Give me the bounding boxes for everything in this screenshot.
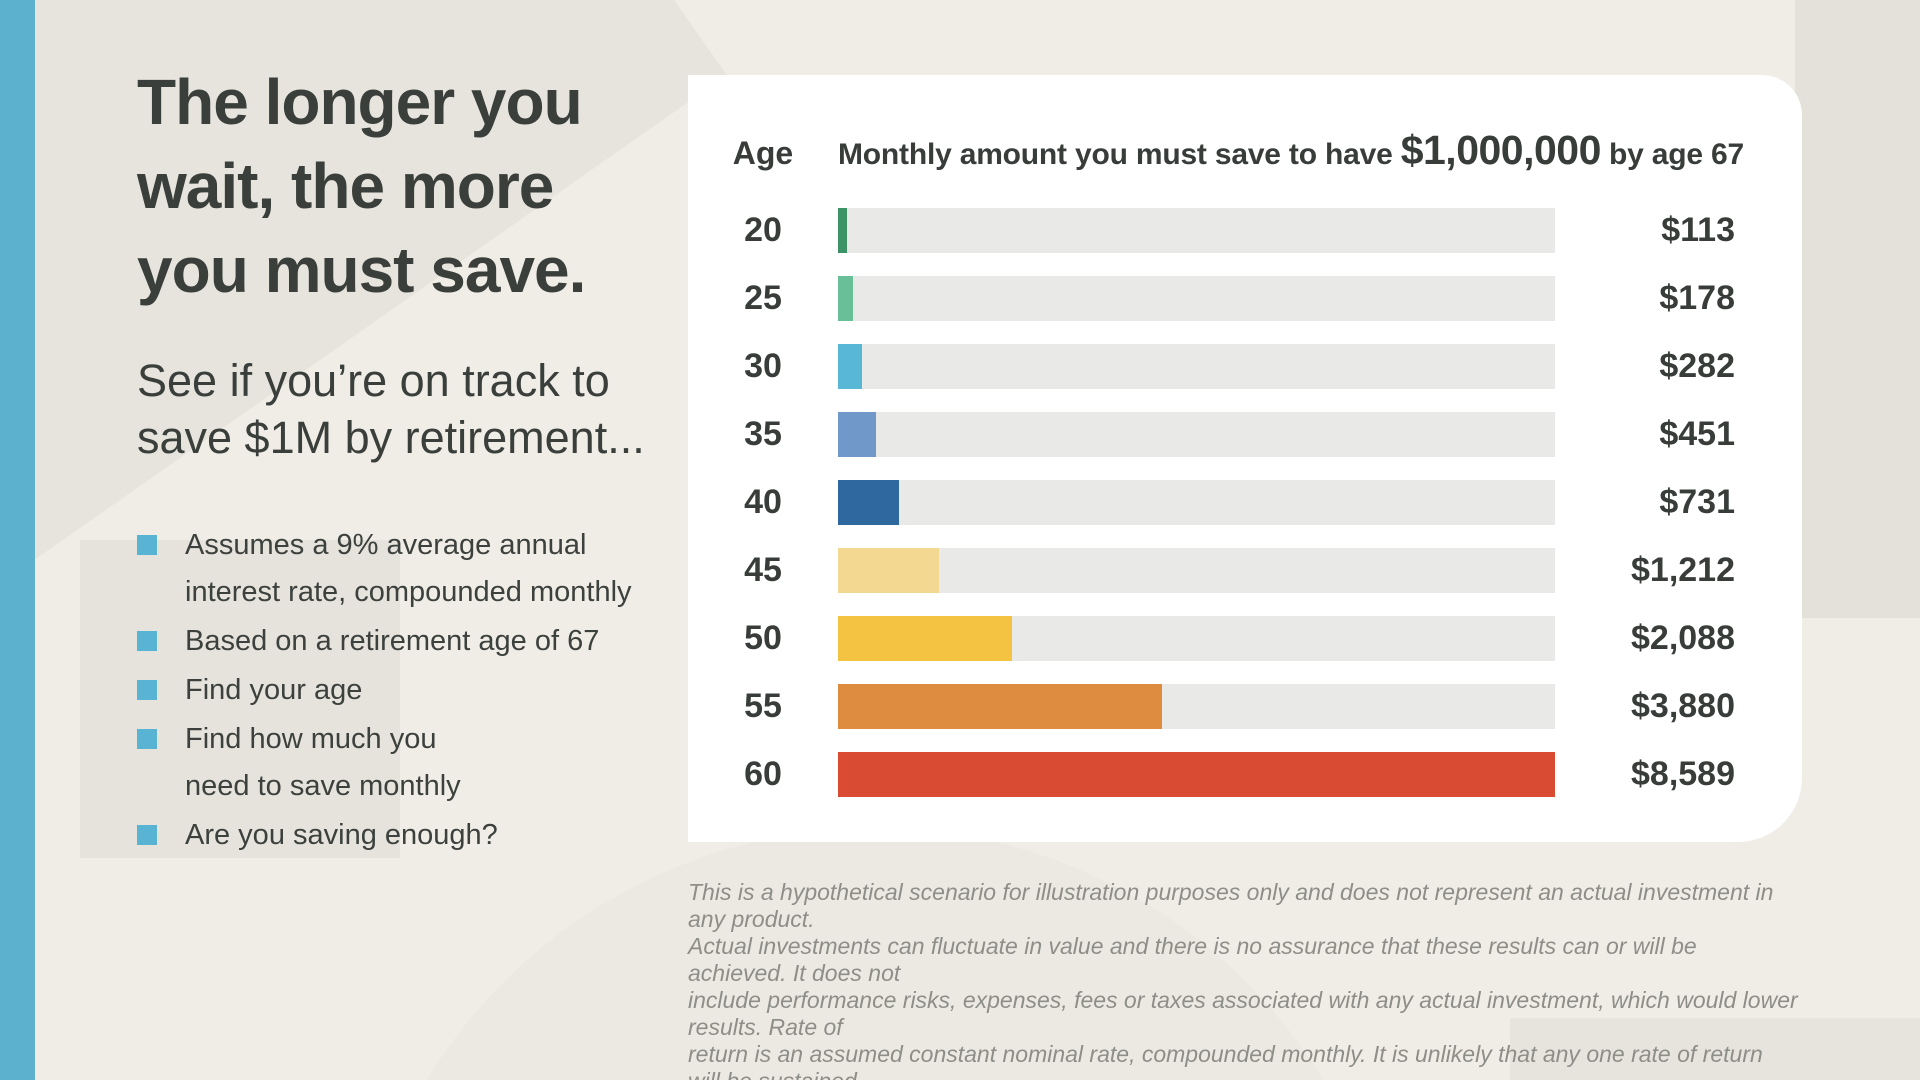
page-title-line-1: The longer you xyxy=(137,66,583,138)
bar-fill xyxy=(838,412,876,457)
bar-fill xyxy=(838,684,1162,729)
disclaimer-text: This is a hypothetical scenario for illu… xyxy=(688,879,1798,1080)
page-subtitle: See if you’re on track to save $1M by re… xyxy=(137,352,677,466)
bullet-text: Based on a retirement age of 67 xyxy=(185,625,600,657)
age-label: 60 xyxy=(744,755,782,793)
bar-track xyxy=(838,684,1555,729)
bar-track xyxy=(838,480,1555,525)
age-label: 55 xyxy=(744,687,782,725)
value-label: $731 xyxy=(1659,483,1735,521)
chart-row-age-20: 20 $113 xyxy=(688,208,1802,253)
bar-fill xyxy=(838,752,1555,797)
bullet-item-5: Are you saving enough? xyxy=(137,812,677,859)
bar-fill xyxy=(838,548,940,593)
bar-fill xyxy=(838,344,862,389)
value-label: $2,088 xyxy=(1631,619,1735,657)
chart-row-age-35: 35 $451 xyxy=(688,412,1802,457)
chart-title-suffix: by age 67 xyxy=(1600,138,1744,171)
page-subtitle-line-2: save $1M by retirement... xyxy=(137,412,645,463)
value-label: $282 xyxy=(1659,347,1735,385)
bullet-square-icon xyxy=(137,680,157,700)
age-label: 40 xyxy=(744,483,782,521)
bullet-item-3: Find your age xyxy=(137,667,677,714)
value-label: $8,589 xyxy=(1631,755,1735,793)
age-label: 25 xyxy=(744,279,782,317)
chart-title: Monthly amount you must save to have $1,… xyxy=(838,127,1744,174)
chart-title-prefix: Monthly amount you must save to have xyxy=(838,138,1401,171)
bar-track xyxy=(838,752,1555,797)
age-label: 30 xyxy=(744,347,782,385)
bullet-square-icon xyxy=(137,825,157,845)
age-label: 20 xyxy=(744,211,782,249)
bar-fill xyxy=(838,208,848,253)
chart-row-age-40: 40 $731 xyxy=(688,480,1802,525)
chart-row-age-25: 25 $178 xyxy=(688,276,1802,321)
bar-track xyxy=(838,412,1555,457)
page-title: The longer you wait, the more you must s… xyxy=(137,60,677,312)
background-watermark-right xyxy=(1795,0,1920,618)
chart-row-age-30: 30 $282 xyxy=(688,344,1802,389)
bar-track xyxy=(838,344,1555,389)
chart-title-amount: $1,000,000 xyxy=(1400,127,1602,173)
bar-track xyxy=(838,616,1555,661)
chart-header: Age Monthly amount you must save to have… xyxy=(688,127,1802,179)
bar-track xyxy=(838,548,1555,593)
age-label: 35 xyxy=(744,415,782,453)
bullet-square-icon xyxy=(137,631,157,651)
bullet-text: Find how much you need to save monthly xyxy=(185,723,461,802)
value-label: $113 xyxy=(1661,211,1735,249)
chart-card: Age Monthly amount you must save to have… xyxy=(688,75,1802,842)
chart-row-age-60: 60 $8,589 xyxy=(688,752,1802,797)
left-accent-bar xyxy=(0,0,35,1080)
bar-fill xyxy=(838,480,900,525)
value-label: $3,880 xyxy=(1631,687,1735,725)
value-label: $1,212 xyxy=(1631,551,1735,589)
bar-fill xyxy=(838,276,853,321)
page-subtitle-line-1: See if you’re on track to xyxy=(137,355,610,406)
page-title-line-2: wait, the more xyxy=(137,150,554,222)
age-column-header: Age xyxy=(732,135,794,171)
bullet-list: Assumes a 9% average annual interest rate… xyxy=(137,522,677,861)
bullet-text: Assumes a 9% average annual interest rate… xyxy=(185,529,632,608)
bullet-text: Are you saving enough? xyxy=(185,819,498,851)
bar-fill xyxy=(838,616,1013,661)
value-label: $451 xyxy=(1659,415,1735,453)
age-label: 50 xyxy=(744,619,782,657)
age-label: 45 xyxy=(744,551,782,589)
bar-track xyxy=(838,208,1555,253)
bullet-square-icon xyxy=(137,535,157,555)
bullet-item-4: Find how much you need to save monthly xyxy=(137,716,677,810)
bar-track xyxy=(838,276,1555,321)
bullet-square-icon xyxy=(137,729,157,749)
chart-row-age-45: 45 $1,212 xyxy=(688,548,1802,593)
value-label: $178 xyxy=(1659,279,1735,317)
page-title-line-3: you must save. xyxy=(137,234,586,306)
chart-row-age-55: 55 $3,880 xyxy=(688,684,1802,729)
bullet-item-1: Assumes a 9% average annual interest rate… xyxy=(137,522,677,616)
chart-row-age-50: 50 $2,088 xyxy=(688,616,1802,661)
bullet-text: Find your age xyxy=(185,674,363,706)
bar-chart: 20 $113 25 $178 30 $282 35 $451 40 $731 45 $1,212 50… xyxy=(688,208,1802,797)
bullet-item-2: Based on a retirement age of 67 xyxy=(137,618,677,665)
